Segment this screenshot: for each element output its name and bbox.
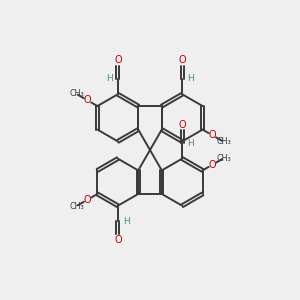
- Text: O: O: [84, 95, 92, 106]
- Text: O: O: [208, 160, 216, 170]
- Text: O: O: [208, 130, 216, 140]
- Text: CH₃: CH₃: [216, 154, 231, 163]
- Text: H: H: [187, 74, 194, 83]
- Text: CH₃: CH₃: [216, 137, 231, 146]
- Text: CH₃: CH₃: [69, 89, 84, 98]
- Text: O: O: [114, 235, 122, 244]
- Text: O: O: [114, 56, 122, 65]
- Text: H: H: [123, 217, 129, 226]
- Text: O: O: [178, 120, 186, 130]
- Text: H: H: [187, 139, 194, 148]
- Text: CH₃: CH₃: [69, 202, 84, 211]
- Text: O: O: [178, 56, 186, 65]
- Text: O: O: [84, 194, 92, 205]
- Text: H: H: [106, 74, 113, 83]
